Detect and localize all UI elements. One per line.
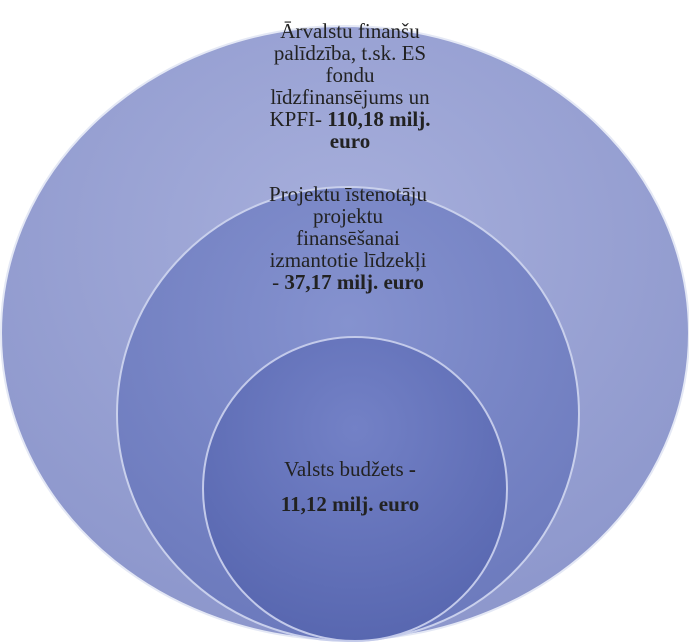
middle-value: 37,17 milj. euro (284, 270, 424, 294)
outer-label-line-1: Ārvalstu finanšu (280, 19, 420, 43)
outer-label-line-3: fondu (325, 63, 375, 87)
outer-label-prefix: KPFI- (269, 107, 328, 131)
inner-value: 11,12 milj. euro (280, 492, 420, 516)
outer-label-line-2: palīdzība, t.sk. ES (273, 41, 427, 65)
inner-label-dash: - (408, 457, 416, 481)
outer-circle-label: Ārvalstu finanšu palīdzība, t.sk. ES fon… (245, 20, 455, 152)
middle-label-line-5: - 37,17 milj. euro (248, 271, 448, 293)
inner-label-line-1: Valsts budžets - (250, 458, 450, 480)
middle-label-line-1: Projektu īstenotāju (268, 182, 428, 206)
middle-label-line-3: finansēšanai (296, 226, 400, 250)
outer-value: 110,18 milj. (327, 107, 431, 131)
inner-label-text: Valsts budžets (284, 457, 409, 481)
middle-label-line-2: projektu (313, 204, 383, 228)
inner-circle (202, 336, 508, 642)
outer-label-line-4: līdzfinansējums un (270, 85, 430, 109)
outer-value-unit: euro (329, 129, 371, 153)
inner-circle-label: Valsts budžets - 11,12 milj. euro (250, 458, 450, 528)
middle-circle-label: Projektu īstenotāju projektu finansēšana… (248, 183, 448, 293)
middle-label-line-4: izmantotie līdzekļi (269, 248, 427, 272)
middle-label-prefix: - (272, 270, 285, 294)
outer-label-line-5: KPFI- 110,18 milj. (245, 108, 455, 130)
